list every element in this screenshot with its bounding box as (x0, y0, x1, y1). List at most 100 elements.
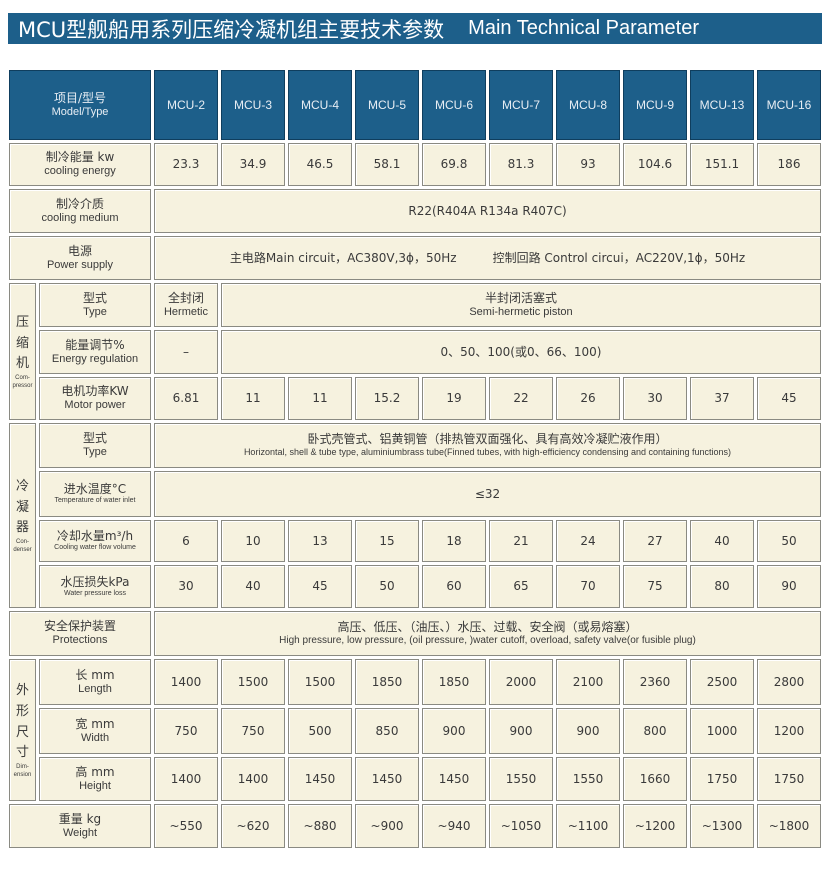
row-label-cond_type: 型式 Type (39, 423, 151, 468)
label-en: Type (83, 305, 107, 318)
value-cell: 1750 (757, 757, 821, 801)
label-cn: 高压、低压、（油压、）水压、过载、安全阀（或易熔塞） (337, 619, 638, 634)
value-cell-water_inlet_temp: ≤32 (154, 471, 821, 517)
value-cell: 50 (355, 565, 419, 608)
value-cell: 26 (556, 377, 620, 420)
table-row: 冷却水量m³/h Cooling water flow volume 6 10 13 15… (9, 520, 821, 562)
value-cell-power_supply: 主电路Main circuit，AC380V,3ϕ，50Hz 控制回路 Cont… (154, 236, 821, 280)
label-en: Temperature of water inlet (54, 497, 136, 505)
value-cell: 40 (690, 520, 754, 562)
value-cell: 10 (221, 520, 285, 562)
value-cell: 1850 (422, 659, 486, 705)
value-cell: 186 (757, 143, 821, 186)
value-cell: 13 (288, 520, 352, 562)
value-cell-energy_regulation: 0、50、100(或0、66、100) (221, 330, 821, 374)
label-en: Protections (52, 634, 108, 647)
label-en: Cooling water flow volume (54, 544, 136, 552)
table-row: 制冷介质 cooling medium R22(R404A R134a R407C) (9, 189, 821, 233)
value-cell: ~1300 (690, 804, 754, 848)
header-model: MCU-7 (489, 70, 553, 140)
group-label-cn: 压缩机 (15, 314, 29, 372)
row-label-cooling_medium: 制冷介质 cooling medium (9, 189, 151, 233)
header-row: 项目/型号 Model/Type MCU-2 MCU-3 MCU-4 MCU-5 MCU-6… (9, 70, 821, 140)
label-en: Model/Type (51, 105, 109, 118)
group-compressor: 压缩机 Com-pressor (9, 283, 36, 420)
label-cn: 长 mm (75, 667, 115, 682)
row-label-width: 宽 mm Width (39, 708, 151, 754)
label-cn: 能量调节% (65, 337, 125, 352)
value-cell: ~900 (355, 804, 419, 848)
label-cn: 卧式壳管式、铝黄铜管（排热管双面强化、具有高效冷凝贮液作用） (307, 432, 668, 447)
value-cell: 1000 (690, 708, 754, 754)
value-cell: 70 (556, 565, 620, 608)
value-cell: 1500 (288, 659, 352, 705)
value-cell: 23.3 (154, 143, 218, 186)
value-cell: 1550 (489, 757, 553, 801)
value-cell: 151.1 (690, 143, 754, 186)
label-cn: 冷却水量m³/h (56, 529, 134, 544)
row-label-weight: 重量 kg Weight (9, 804, 151, 848)
label-en: cooling energy (44, 165, 116, 178)
label-en: High pressure, low pressure, (oil pressu… (279, 634, 696, 646)
label-cn: 型式 (82, 431, 107, 446)
row-label-water_inlet_temp: 进水温度°C Temperature of water inlet (39, 471, 151, 517)
value-cell: 30 (154, 565, 218, 608)
value-cell: 34.9 (221, 143, 285, 186)
header-model: MCU-2 (154, 70, 218, 140)
value-cell: 1500 (221, 659, 285, 705)
label-en: Weight (62, 826, 98, 839)
value-cell: 45 (288, 565, 352, 608)
value-cell: 2360 (623, 659, 687, 705)
group-label-cn: 外形尺寸 (15, 682, 29, 761)
label-en: Length (78, 682, 112, 695)
table-row: 安全保护装置 Protections 高压、低压、（油压、）水压、过载、安全阀（或易… (9, 611, 821, 656)
value-cell: 40 (221, 565, 285, 608)
value-cell: 15 (355, 520, 419, 562)
value-cell: 1660 (623, 757, 687, 801)
value-cell: 2800 (757, 659, 821, 705)
row-label-power_supply: 电源 Power supply (9, 236, 151, 280)
label-en: Type (83, 446, 107, 459)
value-cell-protections: 高压、低压、（油压、）水压、过载、安全阀（或易熔塞） High pressure,… (154, 611, 821, 656)
value-cell: ~940 (422, 804, 486, 848)
label-en: Power supply (46, 258, 114, 271)
value-cell-comp_type: 半封闭活塞式 Semi-hermetic piston (221, 283, 821, 327)
parameter-table: 项目/型号 Model/Type MCU-2 MCU-3 MCU-4 MCU-5 MCU-6… (6, 67, 824, 851)
header-model-type: 项目/型号 Model/Type (9, 70, 151, 140)
group-label-en: Com-pressor (12, 375, 33, 389)
header-model: MCU-5 (355, 70, 419, 140)
row-label-height: 高 mm Height (39, 757, 151, 801)
value-cell: 1400 (154, 757, 218, 801)
group-condenser: 冷凝器 Con-denser (9, 423, 36, 608)
row-label-motor_power: 电机功率KW Motor power (39, 377, 151, 420)
group-dimension: 外形尺寸 Dim-ension (9, 659, 36, 801)
header-model: MCU-3 (221, 70, 285, 140)
value-cell: 2000 (489, 659, 553, 705)
value-cell: ~620 (221, 804, 285, 848)
value-cell-energy_regulation: – (154, 330, 218, 374)
group-label-cn: 冷凝器 (15, 478, 29, 536)
value-cell: 11 (288, 377, 352, 420)
value-cell: 1450 (355, 757, 419, 801)
value-cell: ~1100 (556, 804, 620, 848)
value-cell: 80 (690, 565, 754, 608)
value-cell-cooling_medium: R22(R404A R134a R407C) (154, 189, 821, 233)
value-cell: 900 (422, 708, 486, 754)
value-cell: 1750 (690, 757, 754, 801)
label-en: cooling medium (41, 211, 119, 224)
table-row: 冷凝器 Con-denser 型式 Type 卧式壳管式、铝黄铜管（排热管双面强化、具有… (9, 423, 821, 608)
value-cell: 22 (489, 377, 553, 420)
value-cell: ~550 (154, 804, 218, 848)
row-label-comp_type: 型式 Type (39, 283, 151, 327)
table-row: 外形尺寸 Dim-ension 长 mm Length 1400 1500 1500 1850… (9, 659, 821, 801)
label-en: Motor power (64, 399, 126, 412)
value-cell: 19 (422, 377, 486, 420)
value-cell: 65 (489, 565, 553, 608)
label-cn: 水压损失kPa (60, 574, 130, 589)
table-row: 进水温度°C Temperature of water inlet ≤32 (9, 471, 821, 517)
title-cn: MCU型舰船用系列压缩冷凝机组主要技术参数 (18, 17, 445, 42)
label-cn: 型式 (82, 290, 107, 305)
value-cell: 750 (154, 708, 218, 754)
table-row: 宽 mm Width 750 750 500 850 900 900 900 800 1000 120… (9, 708, 821, 754)
label-cn: 半封闭活塞式 (484, 290, 557, 305)
